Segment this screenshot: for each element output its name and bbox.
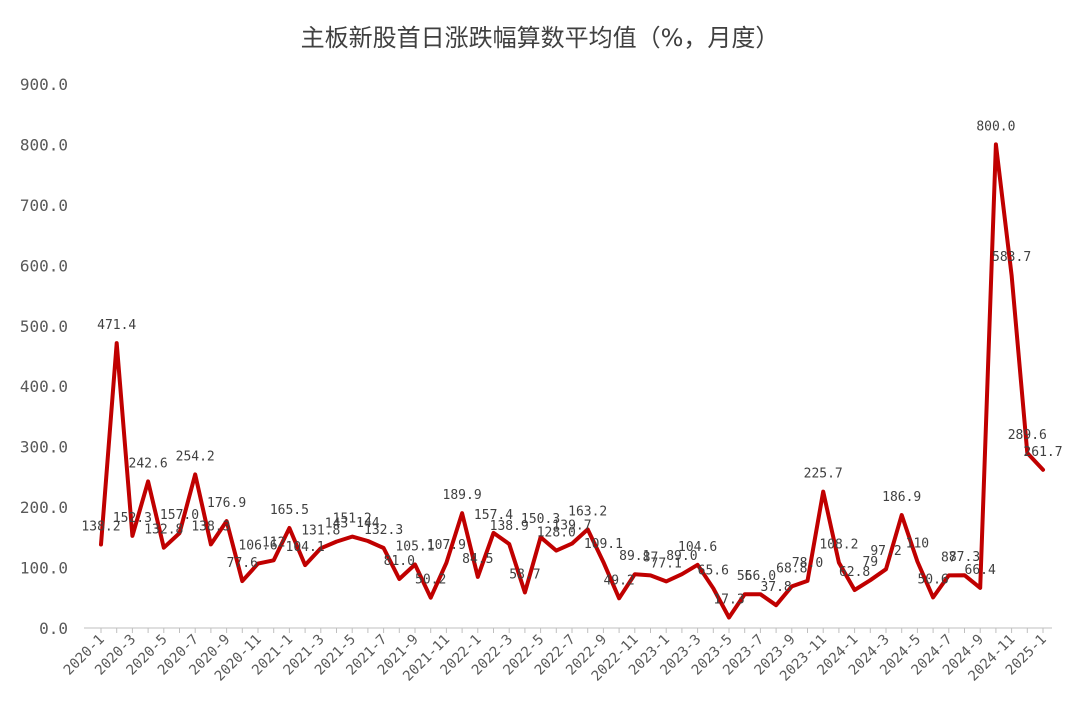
y-tick-label: 200.0 (20, 498, 68, 517)
data-label: 17.3 (713, 593, 744, 608)
y-tick-label: 400.0 (20, 377, 68, 396)
data-label: 157.4 (474, 508, 513, 523)
data-label: 50.2 (415, 573, 446, 588)
data-label: 138.3 (191, 519, 230, 534)
data-label: 112 (262, 535, 285, 550)
data-label: 157.0 (160, 508, 199, 523)
data-label: 87 (941, 550, 957, 565)
chart-title: 主板新股首日涨跌幅算数平均值（%，月度） (300, 24, 780, 52)
data-label: 77.1 (651, 556, 682, 571)
data-label: 50.6 (917, 572, 948, 587)
data-label: 81.0 (384, 554, 415, 569)
data-label: 84.5 (462, 552, 493, 567)
data-label: 68.8 (776, 561, 807, 576)
data-label: 186.9 (882, 490, 921, 505)
data-label: 62.8 (839, 565, 870, 580)
data-label: 254.2 (176, 449, 215, 464)
data-label: 152.3 (113, 511, 152, 526)
data-label: 151.2 (333, 512, 372, 527)
data-label: 106.6 (238, 539, 277, 554)
data-label: 87.3 (949, 550, 980, 565)
data-label: 144 (356, 516, 380, 531)
y-tick-label: 900.0 (20, 75, 68, 94)
x-axis-ticks: 2020-12020-32020-52020-72020-92020-11202… (61, 632, 1050, 685)
data-label: 66.4 (965, 563, 996, 578)
data-label: 471.4 (97, 318, 136, 333)
data-label: 143 (325, 517, 348, 532)
data-label: 800.0 (976, 119, 1015, 134)
data-label: 97.2 (870, 544, 901, 559)
data-label: 261.7 (1023, 445, 1062, 460)
data-label: 56.0 (745, 569, 776, 584)
y-tick-label: 800.0 (20, 135, 68, 154)
data-label: 150.3 (521, 512, 560, 527)
data-label: 107.9 (427, 538, 466, 553)
data-label: 242.6 (129, 456, 168, 471)
data-label: 110 (906, 537, 929, 552)
data-label: 104.6 (678, 540, 717, 555)
data-label: 78.0 (792, 556, 823, 571)
x-axis-tickmarks (100, 628, 1044, 633)
data-label: 189.9 (443, 488, 482, 503)
data-label: 132.3 (364, 523, 403, 538)
data-label: 105.1 (395, 539, 434, 554)
data-label: 583.7 (992, 250, 1031, 265)
data-label: 225.7 (804, 467, 843, 482)
data-label: 138.9 (490, 519, 529, 534)
data-label: 87 (643, 550, 659, 565)
data-label: 176.9 (207, 496, 246, 511)
data-label: 163.2 (568, 504, 607, 519)
data-label: 104.1 (286, 540, 325, 555)
data-label: 132.8 (144, 523, 183, 538)
y-tick-label: 500.0 (20, 317, 68, 336)
series-line (99, 142, 1045, 620)
data-label: 37.8 (760, 580, 791, 595)
y-axis-ticks: 0.0 100.0 200.0 300.0 400.0 500.0 600.0 700.0 80… (20, 75, 68, 638)
data-label: 165.5 (270, 503, 309, 518)
data-label: 138.2 (81, 519, 120, 534)
data-label: 58.7 (509, 568, 540, 583)
y-tick-label: 600.0 (20, 256, 68, 275)
data-label: 56 (737, 569, 753, 584)
y-tick-label: 700.0 (20, 196, 68, 215)
data-label: 79 (862, 555, 878, 570)
y-tick-label: 300.0 (20, 438, 68, 457)
y-tick-label: 0.0 (39, 619, 68, 638)
data-label: 49.2 (603, 573, 634, 588)
data-label: 108.2 (819, 538, 858, 553)
data-label: 139.7 (552, 519, 591, 534)
data-label: 131.8 (301, 523, 340, 538)
data-label: 109.1 (584, 537, 623, 552)
y-tick-label: 100.0 (20, 559, 68, 578)
data-label: 128.0 (537, 526, 576, 541)
data-label: 89.1 (619, 549, 650, 564)
data-label: 289.6 (1008, 428, 1047, 443)
data-label: 65.6 (698, 563, 729, 578)
data-label: 89.0 (666, 549, 697, 564)
data-label: 77.6 (227, 556, 258, 571)
